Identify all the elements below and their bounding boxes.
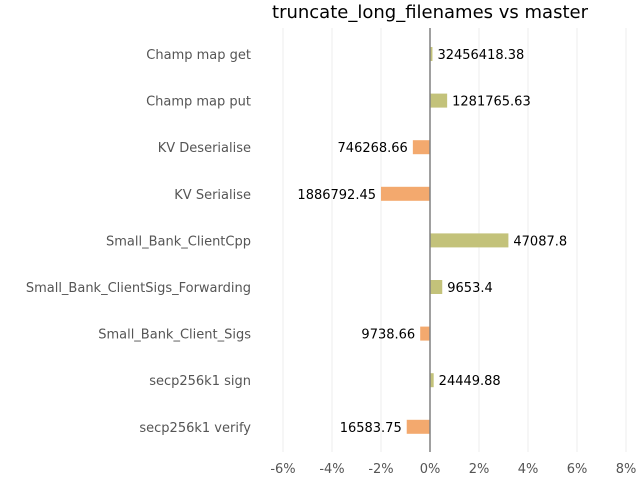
x-tick-label: -4% xyxy=(319,462,344,477)
category-label: KV Deserialise xyxy=(158,141,251,156)
x-tick-labels: -6% -4% -2% 0% 2% 4% 6% 8% xyxy=(270,462,636,477)
data-label: 9738.66 xyxy=(361,328,415,343)
bar xyxy=(381,186,430,201)
bar xyxy=(430,233,509,248)
data-label: 47087.8 xyxy=(513,234,567,249)
bars xyxy=(381,47,509,434)
category-label: Small_Bank_Client_Sigs xyxy=(98,328,251,343)
bar xyxy=(406,419,430,434)
data-label: 32456418.38 xyxy=(437,48,524,63)
bar xyxy=(430,93,448,108)
bar xyxy=(412,140,430,155)
x-tick-label: 8% xyxy=(616,462,637,477)
x-tick-label: 2% xyxy=(469,462,490,477)
data-label: 9653.4 xyxy=(447,281,493,296)
category-label: Small_Bank_ClientCpp xyxy=(106,234,251,249)
x-tick-label: 0% xyxy=(420,462,441,477)
data-label: 24449.88 xyxy=(439,374,501,389)
data-label: 16583.75 xyxy=(340,421,402,436)
bar xyxy=(420,326,430,341)
category-label: secp256k1 verify xyxy=(139,421,251,436)
x-tick-label: 4% xyxy=(518,462,539,477)
category-labels: Champ map get Champ map put KV Deserialise… xyxy=(26,48,251,436)
x-tick-label: -6% xyxy=(270,462,295,477)
category-label: secp256k1 sign xyxy=(149,374,251,389)
x-tick-label: -2% xyxy=(368,462,393,477)
data-label: 746268.66 xyxy=(338,141,408,156)
chart-title: truncate_long_filenames vs master xyxy=(272,2,589,23)
grid-lines xyxy=(282,28,627,452)
bar xyxy=(430,373,434,388)
category-label: Champ map get xyxy=(146,48,251,63)
data-label: 1281765.63 xyxy=(452,95,531,110)
category-label: Champ map put xyxy=(146,95,251,110)
x-tick-label: 6% xyxy=(567,462,588,477)
bar xyxy=(430,47,433,61)
data-label: 1886792.45 xyxy=(297,188,376,203)
category-label: Small_Bank_ClientSigs_Forwarding xyxy=(26,281,251,296)
data-labels: 32456418.38 1281765.63 746268.66 1886792.45… xyxy=(297,48,567,436)
bar xyxy=(430,280,443,294)
category-label: KV Serialise xyxy=(174,188,251,203)
